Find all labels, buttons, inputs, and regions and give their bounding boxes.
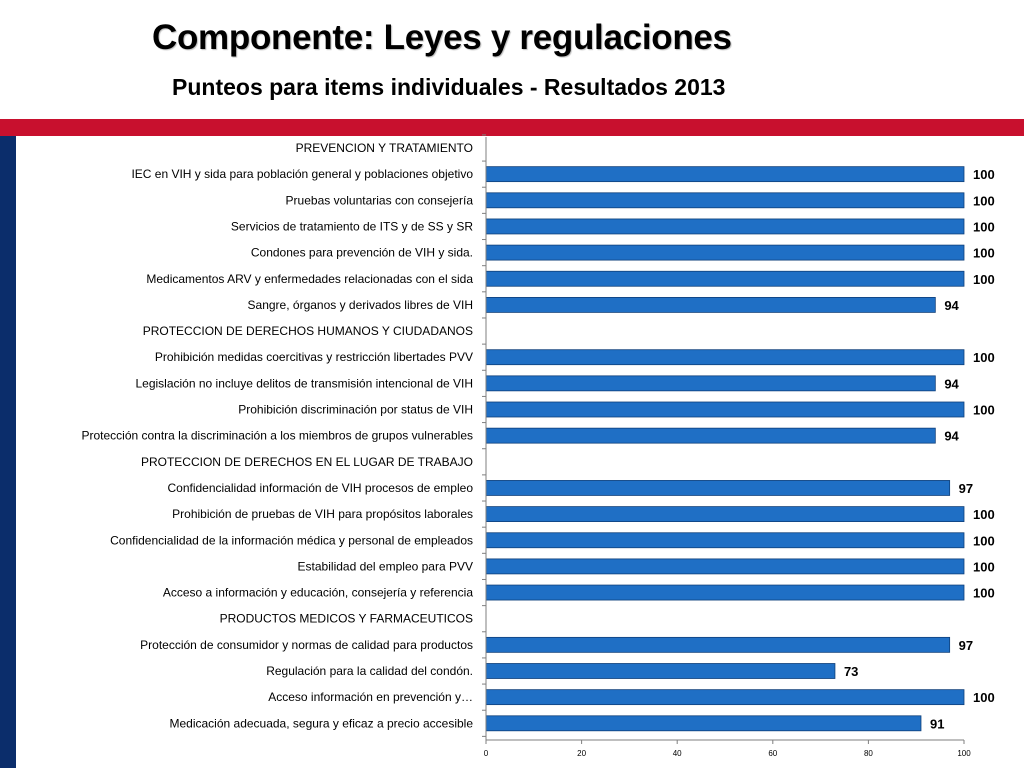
bar (485, 663, 836, 679)
value-label: 100 (973, 219, 995, 234)
category-label: Estabilidad del empleo para PVV (298, 559, 473, 573)
category-label: Confidencialidad información de VIH proc… (167, 481, 473, 495)
bar (485, 218, 965, 235)
value-label: 97 (959, 481, 973, 496)
x-tick-label: 60 (768, 749, 777, 758)
category-label: Confidencialidad de la información médic… (110, 533, 473, 547)
bar (485, 506, 965, 523)
slide-subtitle: Punteos para items individuales - Result… (172, 74, 726, 100)
bar (485, 296, 936, 313)
category-label: Medicamentos ARV y enfermedades relacion… (146, 272, 473, 286)
category-label: Servicios de tratamiento de ITS y de SS … (231, 219, 473, 233)
bar (485, 166, 965, 183)
x-tick-label: 20 (577, 749, 586, 758)
category-label: Sangre, órganos y derivados libres de VI… (248, 298, 473, 312)
x-tick-label: 80 (864, 749, 873, 758)
value-label: 94 (944, 429, 959, 444)
bar (485, 532, 965, 549)
bar (485, 584, 965, 601)
category-label: Protección de consumidor y normas de cal… (140, 638, 473, 652)
value-label: 100 (973, 559, 995, 574)
x-tick-label: 100 (957, 749, 971, 758)
value-label: 94 (944, 376, 959, 391)
x-tick-label: 0 (484, 749, 489, 758)
category-label: Acceso a información y educación, consej… (163, 586, 473, 600)
value-label: 73 (844, 664, 858, 679)
category-label: Prohibición discriminación por status de… (238, 403, 473, 417)
value-label: 100 (973, 246, 995, 261)
bar (485, 401, 965, 418)
category-label: Legislación no incluye delitos de transm… (135, 376, 473, 390)
bar (485, 689, 965, 706)
category-label: Pruebas voluntarias con consejería (286, 193, 474, 207)
axes: 0 20 40 60 80 100 (482, 134, 971, 758)
bar (485, 480, 951, 496)
value-label: 91 (930, 716, 944, 731)
category-label: Medicación adecuada, segura y eficaz a p… (169, 716, 473, 730)
value-label: 100 (973, 690, 995, 705)
bar (485, 558, 965, 575)
category-label: PROTECCION DE DERECHOS EN EL LUGAR DE TR… (141, 455, 473, 469)
x-tick-label: 40 (673, 749, 682, 758)
category-label: PRODUCTOS MEDICOS Y FARMACEUTICOS (220, 612, 473, 626)
value-label: 100 (973, 507, 995, 522)
bar (485, 375, 936, 392)
bar (485, 270, 965, 287)
value-label: 97 (959, 638, 973, 653)
bar (485, 192, 965, 209)
bar (485, 715, 922, 732)
bar (485, 636, 951, 653)
category-label: Condones para prevención de VIH y sida. (251, 246, 473, 260)
value-label: 100 (973, 403, 995, 418)
category-label: Regulación para la calidad del condón. (266, 664, 473, 678)
bar (485, 349, 965, 366)
bar (485, 427, 936, 444)
category-label: Prohibición medidas coercitivas y restri… (155, 350, 473, 364)
value-label: 94 (944, 298, 959, 313)
value-label: 100 (973, 272, 995, 287)
value-label: 100 (973, 167, 995, 182)
slide-title: Componente: Leyes y regulaciones (152, 18, 732, 57)
navy-side-bar (0, 136, 16, 768)
category-label: Prohibición de pruebas de VIH para propó… (172, 507, 473, 521)
category-label: Protección contra la discriminación a lo… (81, 429, 473, 443)
value-label: 100 (973, 193, 995, 208)
value-label: 100 (973, 533, 995, 548)
value-label: 100 (973, 350, 995, 365)
category-label: PREVENCION Y TRATAMIENTO (296, 141, 473, 155)
bars (485, 166, 965, 732)
category-labels: PREVENCION Y TRATAMIENTO IEC en VIH y sid… (81, 141, 473, 730)
category-label: PROTECCION DE DERECHOS HUMANOS Y CIUDADA… (143, 324, 473, 338)
value-labels: 1001001001001009410094100949710010010010… (844, 167, 995, 731)
bar (485, 244, 965, 261)
red-accent-bar (0, 119, 1024, 136)
category-label: IEC en VIH y sida para población general… (131, 167, 473, 181)
value-label: 100 (973, 586, 995, 601)
category-label: Acceso información en prevención y… (268, 690, 473, 704)
